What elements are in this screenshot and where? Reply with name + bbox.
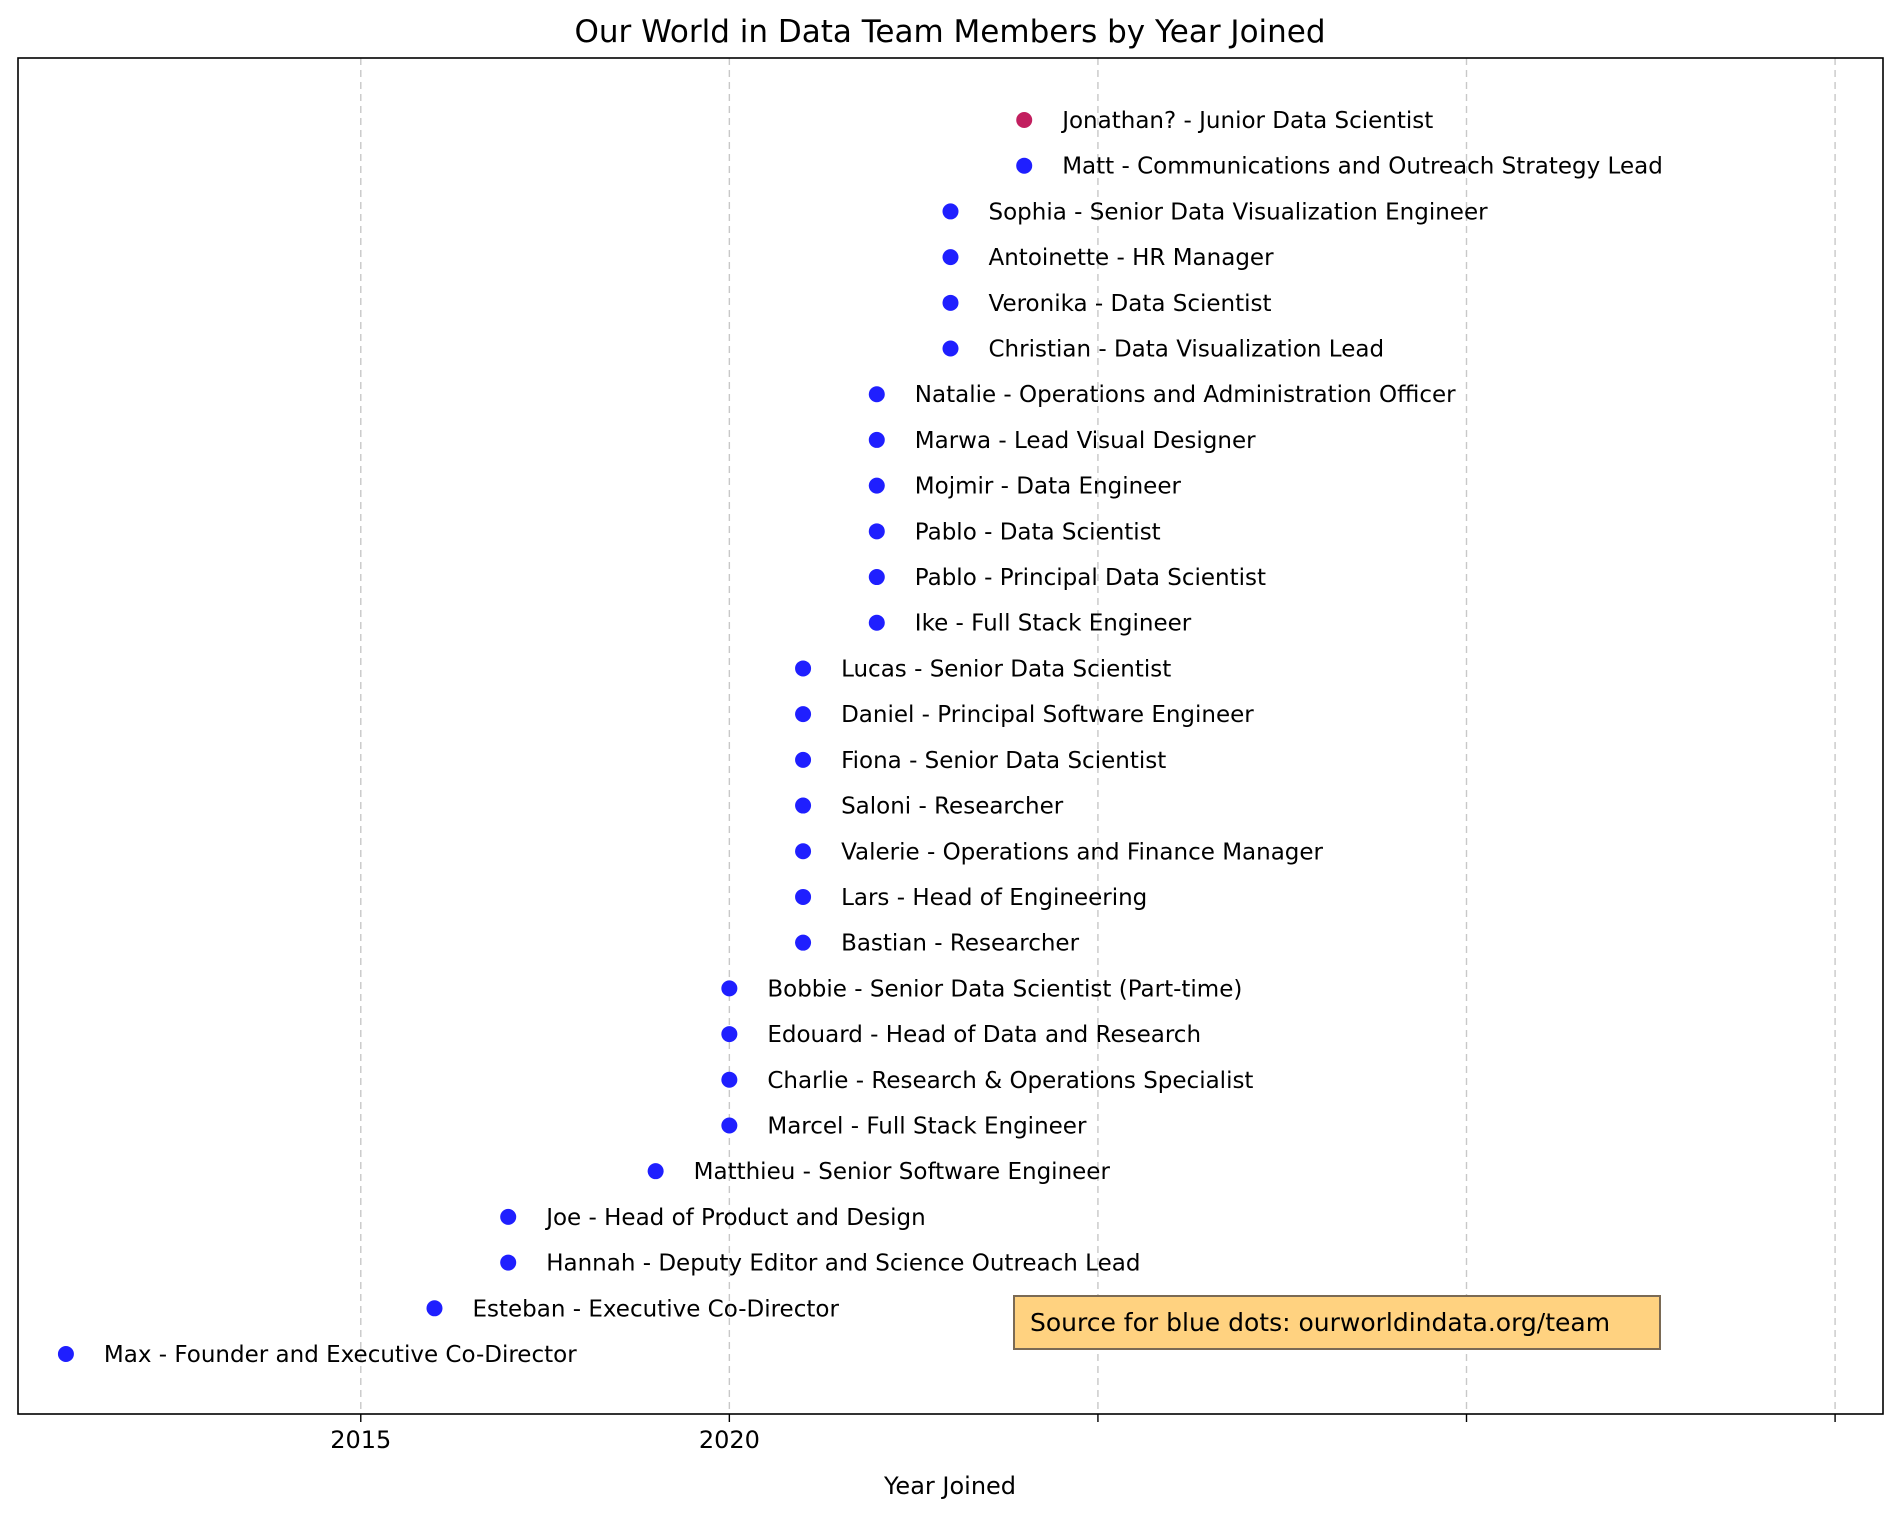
data-point <box>942 294 959 311</box>
data-point <box>942 340 959 357</box>
point-label: Valerie - Operations and Finance Manager <box>841 839 1323 865</box>
data-point <box>795 934 812 951</box>
data-point <box>868 614 885 631</box>
data-points <box>57 112 1033 1362</box>
data-point <box>795 888 812 905</box>
data-point <box>942 203 959 220</box>
data-point <box>795 843 812 860</box>
point-label: Lucas - Senior Data Scientist <box>841 656 1171 682</box>
chart-title: Our World in Data Team Members by Year J… <box>574 14 1325 50</box>
grid-lines <box>360 58 1836 1414</box>
point-label: Sophia - Senior Data Visualization Engin… <box>989 199 1489 225</box>
point-label: Ike - Full Stack Engineer <box>915 611 1192 637</box>
data-point <box>500 1254 517 1271</box>
point-label: Fiona - Senior Data Scientist <box>841 748 1166 774</box>
point-label: Veronika - Data Scientist <box>989 291 1272 317</box>
point-label: Charlie - Research & Operations Speciali… <box>767 1068 1253 1094</box>
point-label: Christian - Data Visualization Lead <box>989 337 1385 363</box>
x-tick-label: 2015 <box>330 1426 391 1454</box>
point-label: Bobbie - Senior Data Scientist (Part-tim… <box>767 976 1242 1002</box>
data-point <box>1016 157 1033 174</box>
data-point <box>426 1300 443 1317</box>
point-label: Natalie - Operations and Administration … <box>915 382 1456 408</box>
point-label: Bastian - Researcher <box>841 931 1080 957</box>
data-point <box>868 431 885 448</box>
point-label: Saloni - Researcher <box>841 794 1064 820</box>
data-point <box>500 1208 517 1225</box>
point-label: Max - Founder and Executive Co-Director <box>104 1342 577 1368</box>
x-tick-label: 2020 <box>699 1426 760 1454</box>
data-point <box>795 660 812 677</box>
point-label: Joe - Head of Product and Design <box>544 1205 926 1231</box>
data-point <box>868 523 885 540</box>
plot-frame <box>17 57 1884 1415</box>
source-annotation-text: Source for blue dots: ourworldindata.org… <box>1030 1308 1610 1337</box>
point-label: Marwa - Lead Visual Designer <box>915 428 1256 454</box>
data-point <box>57 1346 74 1362</box>
point-label: Antoinette - HR Manager <box>989 245 1275 271</box>
data-point <box>942 249 959 266</box>
point-label: Pablo - Principal Data Scientist <box>915 565 1266 591</box>
data-point <box>721 1026 738 1043</box>
point-label: Lars - Head of Engineering <box>841 885 1147 911</box>
point-labels: Max - Founder and Executive Co-Director E… <box>104 108 1663 1368</box>
point-label: Matt - Communications and Outreach Strat… <box>1062 154 1663 180</box>
point-label: Jonathan? - Junior Data Scientist <box>1060 108 1433 134</box>
point-label: Esteban - Executive Co-Director <box>472 1296 839 1322</box>
data-point <box>795 797 812 814</box>
data-point <box>721 1117 738 1134</box>
data-point <box>721 1071 738 1088</box>
source-annotation-box <box>1013 1295 1661 1350</box>
data-point <box>795 706 812 723</box>
data-point <box>868 569 885 586</box>
x-axis-label: Year Joined <box>883 1472 1016 1500</box>
x-axis-ticks: 2015 2020 <box>330 1414 1836 1454</box>
data-point <box>647 1163 664 1180</box>
point-label: Edouard - Head of Data and Research <box>767 1022 1201 1048</box>
data-point <box>868 477 885 494</box>
point-label: Daniel - Principal Software Engineer <box>841 702 1254 728</box>
point-label: Mojmir - Data Engineer <box>915 474 1182 500</box>
data-point <box>1016 112 1033 128</box>
point-label: Marcel - Full Stack Engineer <box>767 1113 1087 1139</box>
point-label: Pablo - Data Scientist <box>915 519 1161 545</box>
source-annotation: Source for blue dots: ourworldindata.org… <box>1013 1295 1661 1350</box>
data-point <box>795 751 812 768</box>
point-label: Matthieu - Senior Software Engineer <box>694 1159 1111 1185</box>
data-point <box>721 980 738 997</box>
point-label: Hannah - Deputy Editor and Science Outre… <box>546 1251 1140 1277</box>
data-point <box>868 386 885 403</box>
